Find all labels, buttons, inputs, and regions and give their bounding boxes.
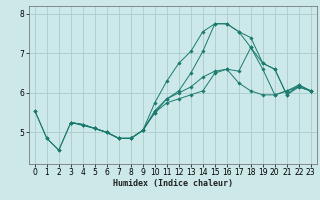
X-axis label: Humidex (Indice chaleur): Humidex (Indice chaleur): [113, 179, 233, 188]
